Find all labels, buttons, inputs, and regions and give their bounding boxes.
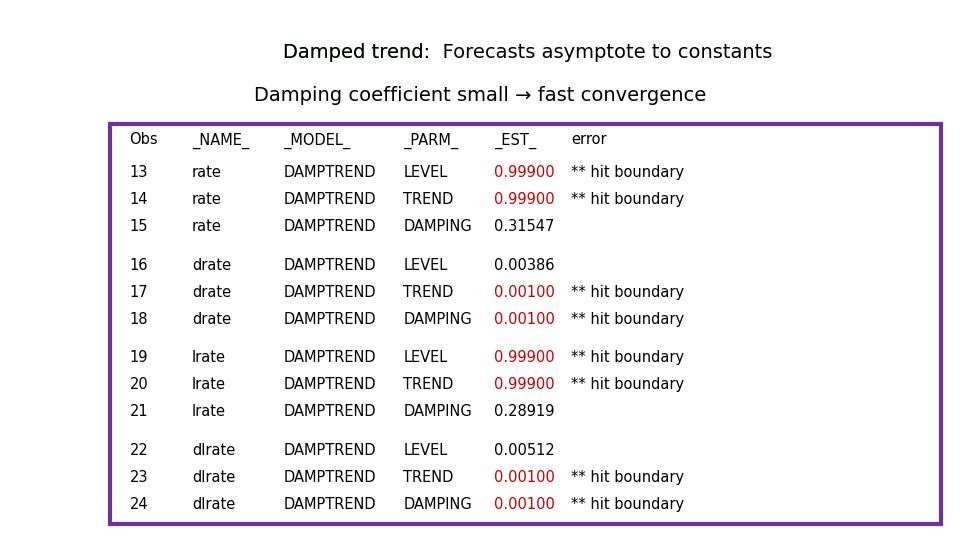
Text: 0.00100: 0.00100	[494, 312, 555, 327]
Text: DAMPTREND: DAMPTREND	[283, 404, 375, 420]
Text: 0.99900: 0.99900	[494, 165, 555, 180]
Text: TREND: TREND	[403, 285, 453, 300]
Text: lrate: lrate	[192, 404, 226, 420]
Text: LEVEL: LEVEL	[403, 350, 447, 366]
Text: error: error	[571, 132, 607, 147]
Text: ** hit boundary: ** hit boundary	[571, 470, 684, 485]
Text: lrate: lrate	[192, 350, 226, 366]
Text: 17: 17	[130, 285, 148, 300]
Text: DAMPING: DAMPING	[403, 219, 472, 234]
Text: ** hit boundary: ** hit boundary	[571, 350, 684, 366]
Text: DAMPTREND: DAMPTREND	[283, 497, 375, 512]
Text: _EST_: _EST_	[494, 132, 537, 149]
Text: 15: 15	[130, 219, 148, 234]
Text: 20: 20	[130, 377, 149, 393]
Text: DAMPTREND: DAMPTREND	[283, 219, 375, 234]
Text: _MODEL_: _MODEL_	[283, 132, 350, 149]
Text: ** hit boundary: ** hit boundary	[571, 497, 684, 512]
Text: DAMPING: DAMPING	[403, 497, 472, 512]
Text: ** hit boundary: ** hit boundary	[571, 285, 684, 300]
Text: _NAME_: _NAME_	[192, 132, 250, 149]
Text: TREND: TREND	[403, 470, 453, 485]
Text: LEVEL: LEVEL	[403, 165, 447, 180]
Text: DAMPING: DAMPING	[403, 312, 472, 327]
Text: DAMPTREND: DAMPTREND	[283, 285, 375, 300]
Text: 14: 14	[130, 192, 148, 207]
Text: DAMPTREND: DAMPTREND	[283, 377, 375, 393]
Text: DAMPTREND: DAMPTREND	[283, 258, 375, 273]
Text: DAMPTREND: DAMPTREND	[283, 470, 375, 485]
Text: Damped trend:  Forecasts asymptote to constants: Damped trend: Forecasts asymptote to con…	[283, 43, 773, 62]
Text: DAMPTREND: DAMPTREND	[283, 192, 375, 207]
Text: 0.31547: 0.31547	[494, 219, 555, 234]
Text: 0.99900: 0.99900	[494, 377, 555, 393]
Text: drate: drate	[192, 312, 231, 327]
Text: Damping coefficient small → fast convergence: Damping coefficient small → fast converg…	[253, 86, 707, 105]
Text: TREND: TREND	[403, 192, 453, 207]
Text: DAMPTREND: DAMPTREND	[283, 312, 375, 327]
Text: drate: drate	[192, 285, 231, 300]
Text: dlrate: dlrate	[192, 443, 235, 458]
Text: ** hit boundary: ** hit boundary	[571, 192, 684, 207]
Text: ** hit boundary: ** hit boundary	[571, 377, 684, 393]
Text: 21: 21	[130, 404, 148, 420]
Text: 0.99900: 0.99900	[494, 350, 555, 366]
Text: 0.00100: 0.00100	[494, 470, 555, 485]
Text: 13: 13	[130, 165, 148, 180]
Text: 22: 22	[130, 443, 149, 458]
Text: ** hit boundary: ** hit boundary	[571, 165, 684, 180]
Text: ** hit boundary: ** hit boundary	[571, 312, 684, 327]
Text: rate: rate	[192, 165, 222, 180]
Text: LEVEL: LEVEL	[403, 258, 447, 273]
Text: rate: rate	[192, 219, 222, 234]
FancyBboxPatch shape	[110, 124, 941, 524]
Text: rate: rate	[192, 192, 222, 207]
Text: Damped trend:: Damped trend:	[283, 43, 430, 62]
Text: LEVEL: LEVEL	[403, 443, 447, 458]
Text: drate: drate	[192, 258, 231, 273]
Text: lrate: lrate	[192, 377, 226, 393]
Text: 16: 16	[130, 258, 148, 273]
Text: 0.99900: 0.99900	[494, 192, 555, 207]
Text: dlrate: dlrate	[192, 470, 235, 485]
Text: 0.00100: 0.00100	[494, 285, 555, 300]
Text: dlrate: dlrate	[192, 497, 235, 512]
Text: 0.00100: 0.00100	[494, 497, 555, 512]
Text: 19: 19	[130, 350, 148, 366]
Text: 18: 18	[130, 312, 148, 327]
Text: DAMPTREND: DAMPTREND	[283, 165, 375, 180]
Text: _PARM_: _PARM_	[403, 132, 459, 149]
Text: 0.00512: 0.00512	[494, 443, 555, 458]
Text: 0.28919: 0.28919	[494, 404, 555, 420]
Text: TREND: TREND	[403, 377, 453, 393]
Text: DAMPTREND: DAMPTREND	[283, 350, 375, 366]
Text: DAMPING: DAMPING	[403, 404, 472, 420]
Text: 24: 24	[130, 497, 148, 512]
Text: Obs: Obs	[130, 132, 158, 147]
Text: 23: 23	[130, 470, 148, 485]
Text: 0.00386: 0.00386	[494, 258, 555, 273]
Text: DAMPTREND: DAMPTREND	[283, 443, 375, 458]
